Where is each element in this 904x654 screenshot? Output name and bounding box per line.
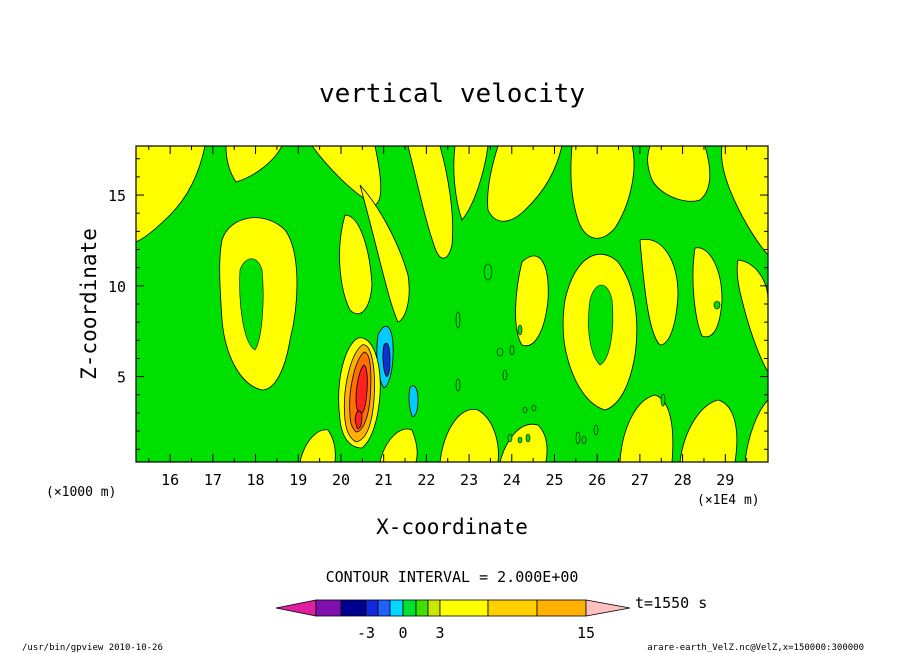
x-axis-unit: (×1E4 m) bbox=[697, 493, 760, 508]
contour-interval-label: CONTOUR INTERVAL = 2.000E+00 bbox=[326, 568, 579, 586]
colorbar-segment bbox=[427, 599, 441, 617]
y-tick-label: 15 bbox=[108, 187, 126, 205]
x-tick-label: 29 bbox=[716, 471, 734, 489]
colorbar-segment bbox=[365, 599, 379, 617]
x-axis-label: X-coordinate bbox=[376, 515, 528, 539]
colorbar-segment bbox=[377, 599, 391, 617]
colorbar-segment bbox=[340, 599, 367, 617]
colorbar-segment bbox=[536, 599, 587, 617]
colorbar-label: 15 bbox=[577, 624, 595, 642]
x-tick-label: 27 bbox=[631, 471, 649, 489]
colorbar bbox=[275, 599, 631, 617]
x-tick-label: 21 bbox=[375, 471, 393, 489]
x-tick-label: 16 bbox=[161, 471, 179, 489]
updraft-core bbox=[344, 344, 375, 443]
x-tick-label: 22 bbox=[417, 471, 435, 489]
x-tick-label: 25 bbox=[545, 471, 563, 489]
x-tick-label: 26 bbox=[588, 471, 606, 489]
x-axis-ticks: 16 17 18 19 20 21 22 23 24 25 26 27 28 29 bbox=[148, 146, 748, 489]
colorbar-label: -3 bbox=[357, 624, 375, 642]
colorbar-extend-low bbox=[275, 599, 317, 617]
contour-field bbox=[136, 146, 768, 462]
y-axis-ticks: 5 10 15 bbox=[108, 158, 768, 450]
x-tick-label: 18 bbox=[247, 471, 265, 489]
footer-left: /usr/bin/gpview 2010-10-26 bbox=[22, 643, 163, 653]
time-label: t=1550 s bbox=[635, 594, 707, 612]
x-tick-label: 23 bbox=[460, 471, 478, 489]
y-tick-label: 5 bbox=[117, 369, 126, 387]
y-axis-label: Z-coordinate bbox=[77, 228, 101, 380]
y-tick-label: 10 bbox=[108, 278, 126, 296]
x-tick-label: 28 bbox=[674, 471, 692, 489]
colorbar-segment bbox=[402, 599, 417, 617]
colorbar-label: 3 bbox=[435, 624, 444, 642]
colorbar-labels: -3 0 3 15 bbox=[357, 624, 595, 642]
y-axis-unit: (×1000 m) bbox=[46, 485, 116, 500]
x-tick-label: 20 bbox=[332, 471, 350, 489]
green-blobs bbox=[239, 258, 721, 445]
x-tick-label: 19 bbox=[289, 471, 307, 489]
colorbar-segment bbox=[487, 599, 538, 617]
colorbar-segment bbox=[439, 599, 489, 617]
x-tick-label: 24 bbox=[503, 471, 521, 489]
x-tick-label: 17 bbox=[204, 471, 222, 489]
chart-title: vertical velocity bbox=[319, 79, 585, 109]
colorbar-label: 0 bbox=[398, 624, 407, 642]
colorbar-segment bbox=[315, 599, 342, 617]
footer-right: arare-earth_VelZ.nc@VelZ,x=150000:300000 bbox=[647, 643, 864, 653]
colorbar-extend-high bbox=[585, 599, 631, 617]
colorbar-segment bbox=[389, 599, 404, 617]
colorbar-segment bbox=[415, 599, 429, 617]
